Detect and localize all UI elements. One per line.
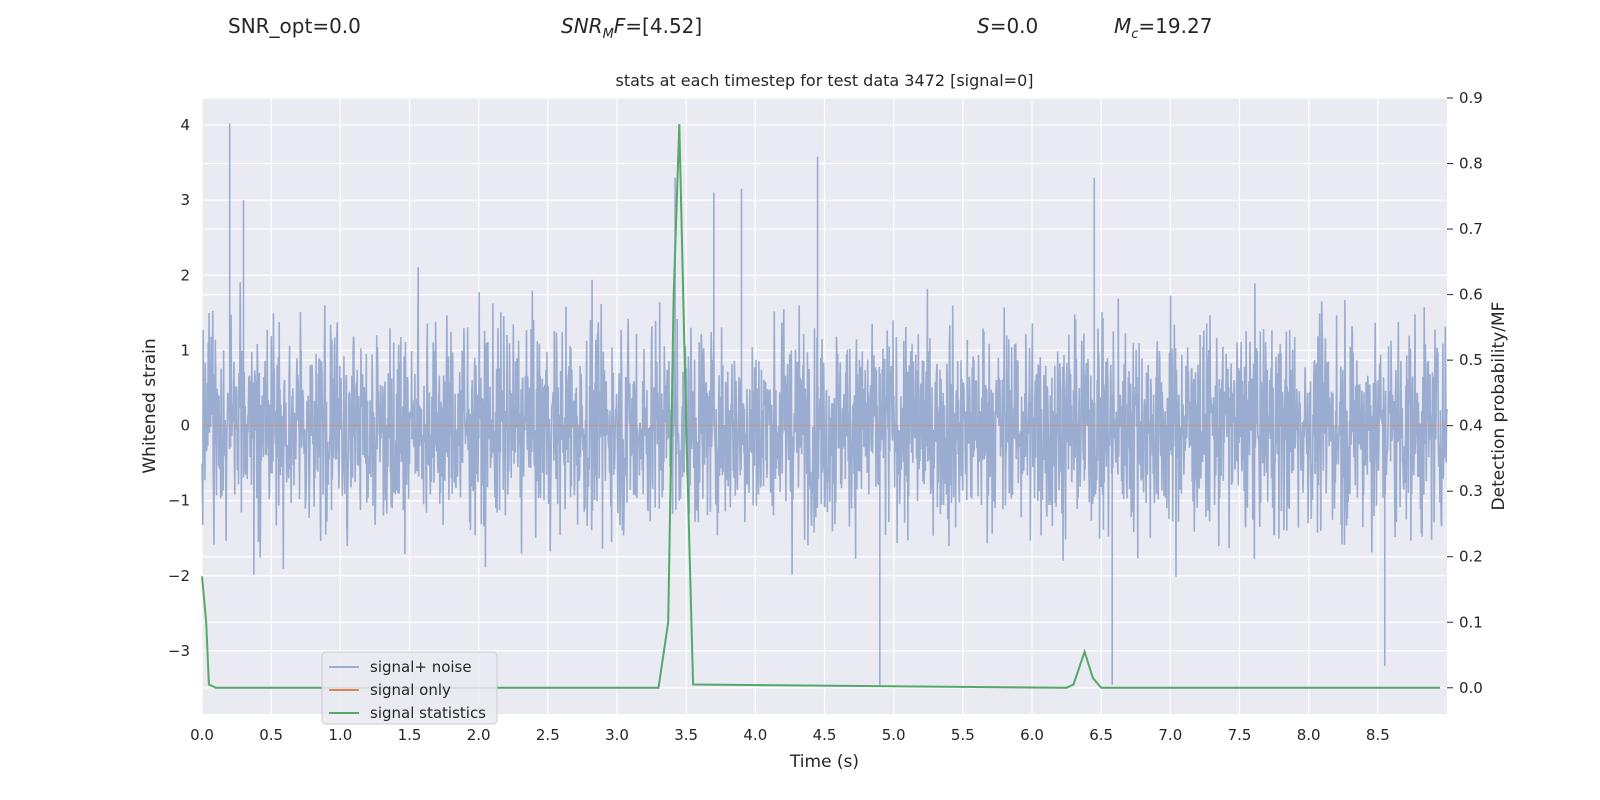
y-tick-label: 3 xyxy=(180,191,190,209)
x-tick-label: 2.5 xyxy=(536,726,560,744)
signal-noise-line xyxy=(201,267,1448,577)
y-tick-label: 0 xyxy=(180,417,190,435)
x-tick-label: 7.0 xyxy=(1158,726,1182,744)
signal-statistics-line xyxy=(201,124,1441,689)
x-tick-label: 6.5 xyxy=(1089,726,1113,744)
y-axis-label: Whitened strain xyxy=(140,338,160,473)
x-tick-label: 6.0 xyxy=(1020,726,1044,744)
snr-mf-label: SNRMF=[4.52] xyxy=(561,14,703,42)
x-tick-label: 7.5 xyxy=(1228,726,1252,744)
y-tick-label: −3 xyxy=(168,642,190,660)
y2-tick-label: 0.3 xyxy=(1459,482,1483,500)
y2-tick-label: 0.4 xyxy=(1459,417,1483,435)
y-tick-label: −1 xyxy=(168,492,190,510)
x-tick-label: 1.5 xyxy=(398,726,422,744)
legend: signal+ noise signal only signal statistic… xyxy=(321,651,498,725)
signal-statistics-series xyxy=(201,124,1441,689)
legend-entry: signal only xyxy=(370,681,451,699)
chart-title: stats at each timestep for test data 347… xyxy=(615,71,1033,90)
snr-mf-value: =[4.52] xyxy=(625,14,703,38)
x-tick-label: 1.0 xyxy=(328,726,352,744)
x-tick-label: 3.0 xyxy=(605,726,629,744)
x-tick-label: 0.5 xyxy=(259,726,283,744)
snr-opt-label: SNR_opt=0.0 xyxy=(228,14,361,38)
legend-box xyxy=(321,651,498,725)
x-tick-label: 4.0 xyxy=(743,726,767,744)
mc-label: Mc=19.27 xyxy=(1114,14,1213,42)
x-tick-label: 0.0 xyxy=(190,726,214,744)
x-tick-label: 8.0 xyxy=(1297,726,1321,744)
y2-tick-label: 0.7 xyxy=(1459,220,1483,238)
x-tick-label: 5.5 xyxy=(951,726,975,744)
y2-tick-label: 0.0 xyxy=(1459,679,1483,697)
legend-entry: signal statistics xyxy=(370,704,486,722)
y2-tick-label: 0.1 xyxy=(1459,613,1483,631)
legend-entry: signal+ noise xyxy=(370,658,472,676)
y2-axis-label: Detection probability/MF xyxy=(1489,302,1509,511)
x-tick-label: 2.0 xyxy=(467,726,491,744)
x-tick-label: 5.0 xyxy=(882,726,906,744)
x-tick-label: 4.5 xyxy=(813,726,837,744)
x-tick-label: 3.5 xyxy=(674,726,698,744)
axes: 0.0 0.5 1.0 1.5 2.0 2.5 3.0 3.5 4.0 4.5 5.0 5.5 6.0 6… xyxy=(168,89,1483,744)
y2-tick-label: 0.8 xyxy=(1459,155,1483,173)
y2-tick-label: 0.6 xyxy=(1459,286,1483,304)
s-label: S=0.0 xyxy=(977,14,1039,38)
y2-tick-label: 0.5 xyxy=(1459,351,1483,369)
y2-tick-label: 0.2 xyxy=(1459,548,1483,566)
x-axis-label: Time (s) xyxy=(789,752,859,772)
x-tick-label: 8.5 xyxy=(1366,726,1390,744)
signal-noise-series xyxy=(201,123,1448,685)
y-tick-label: 2 xyxy=(180,266,190,284)
y-tick-label: −2 xyxy=(168,567,190,585)
y-tick-label: 1 xyxy=(180,341,190,359)
y2-tick-label: 0.9 xyxy=(1459,89,1483,107)
y-tick-label: 4 xyxy=(180,116,190,134)
